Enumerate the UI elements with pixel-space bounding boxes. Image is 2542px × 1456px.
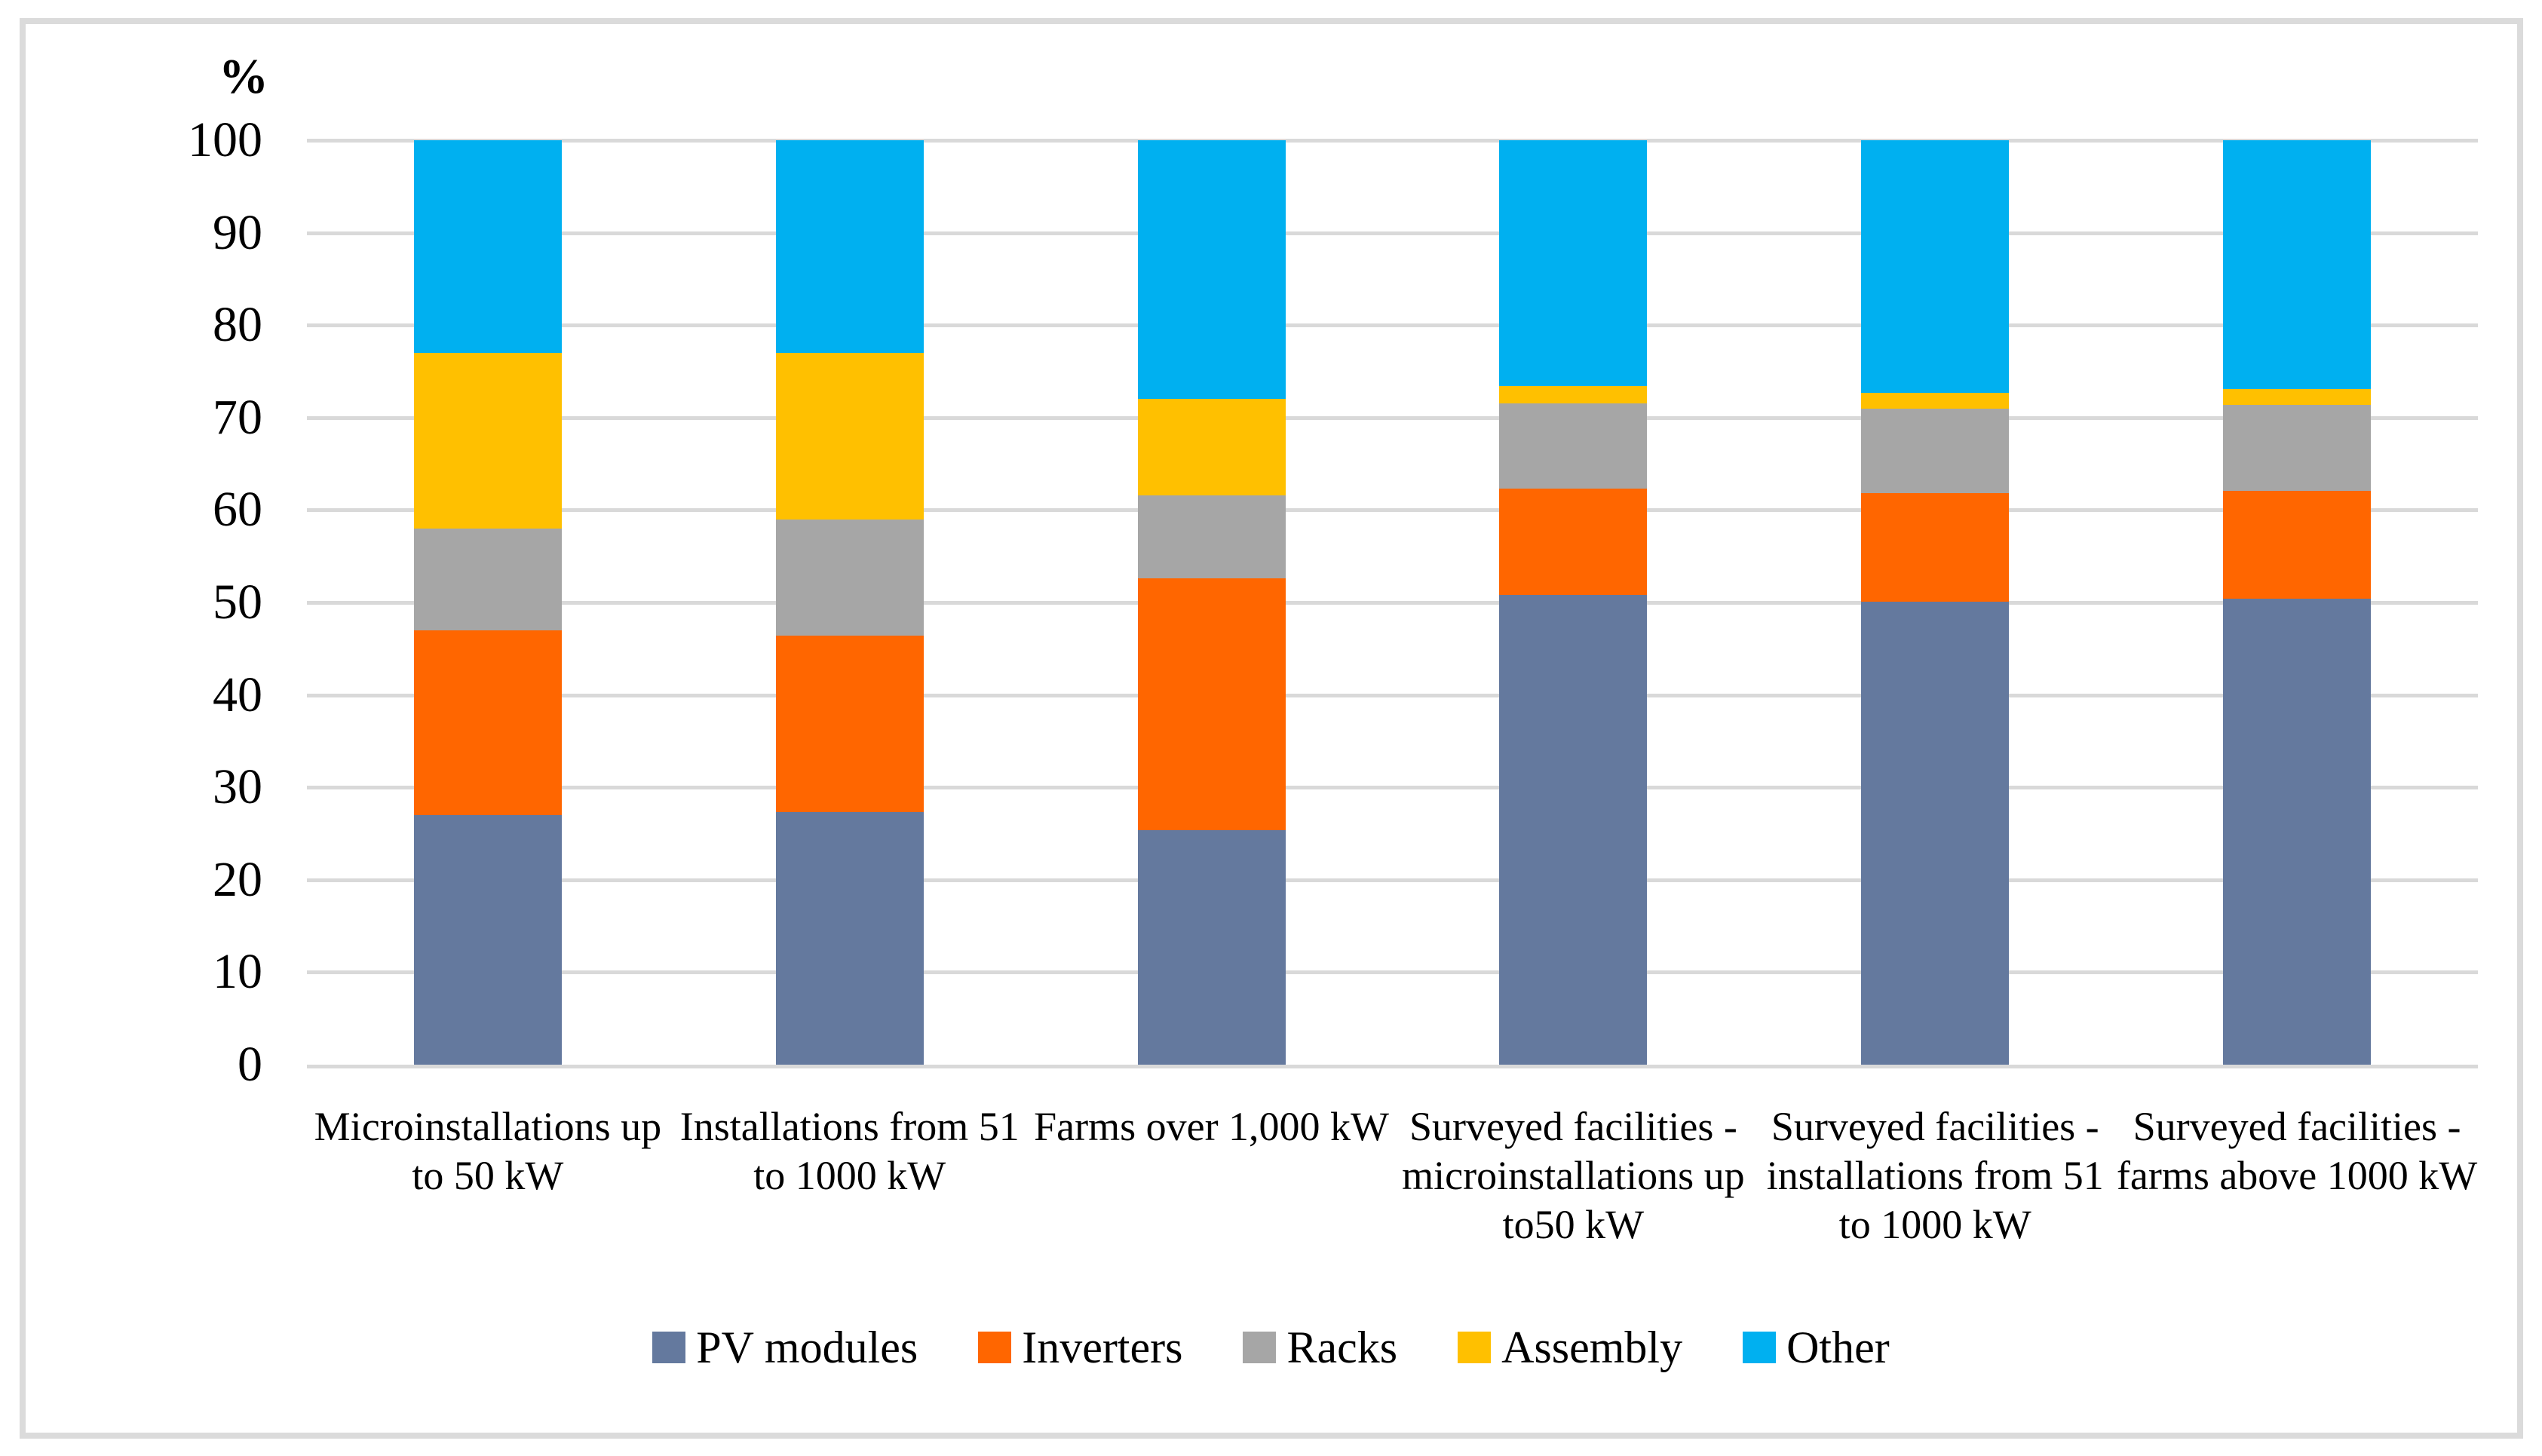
bar-segment bbox=[1499, 386, 1648, 404]
bar-segment bbox=[2223, 140, 2372, 389]
bar-segment bbox=[2223, 599, 2372, 1065]
gridline-20 bbox=[307, 878, 2478, 882]
bar-segment bbox=[1137, 495, 1286, 579]
bar-segment bbox=[1137, 578, 1286, 830]
gridline-80 bbox=[307, 323, 2478, 328]
category-label: Surveyed facilities - farms above 1000 kW bbox=[2101, 1102, 2493, 1200]
category-label: Microinstallations up to 50 kW bbox=[292, 1102, 684, 1200]
gridline-40 bbox=[307, 693, 2478, 697]
category-label-line: Surveyed facilities - bbox=[1409, 1104, 1737, 1149]
bar-segment bbox=[413, 528, 562, 630]
legend-item-assembly: Assembly bbox=[1458, 1323, 1682, 1372]
gridline-30 bbox=[307, 786, 2478, 790]
category-label-line: Surveyed facilities - bbox=[2133, 1104, 2461, 1149]
legend-item-racks: Racks bbox=[1243, 1323, 1397, 1372]
y-tick-label-20: 20 bbox=[213, 851, 262, 907]
y-tick-label-100: 100 bbox=[188, 112, 262, 167]
legend-item-inverters: Inverters bbox=[978, 1323, 1182, 1372]
category-label: Surveyed facilities - installations from … bbox=[1739, 1102, 2131, 1249]
gridline-70 bbox=[307, 415, 2478, 420]
category-label-line: farms above 1000 kW bbox=[2116, 1153, 2478, 1198]
bar-segment bbox=[775, 636, 924, 813]
legend-swatch-icon bbox=[652, 1332, 686, 1363]
legend: PV modules Inverters Racks Assembly Other bbox=[0, 1321, 2542, 1374]
bar-segment bbox=[1861, 493, 2010, 602]
category-label-line: Farms over 1,000 kW bbox=[1034, 1104, 1390, 1149]
y-tick-label-90: 90 bbox=[213, 204, 262, 260]
legend-swatch-icon bbox=[1743, 1332, 1777, 1363]
bar-segment bbox=[1137, 829, 1286, 1065]
category-label-line: Surveyed facilities - bbox=[1771, 1104, 2099, 1149]
y-tick-label-40: 40 bbox=[213, 667, 262, 722]
legend-label: Racks bbox=[1286, 1323, 1398, 1372]
category-label-line: to 1000 kW bbox=[753, 1153, 946, 1198]
y-tick-label-70: 70 bbox=[213, 389, 262, 445]
bar-segment bbox=[775, 812, 924, 1065]
bar-segment bbox=[2223, 404, 2372, 491]
bar-segment bbox=[775, 140, 924, 353]
bar-segment bbox=[1137, 140, 1286, 400]
gridline-90 bbox=[307, 231, 2478, 235]
bar-segment bbox=[1861, 140, 2010, 393]
bar-segment bbox=[413, 352, 562, 529]
y-tick-label-50: 50 bbox=[213, 575, 262, 630]
y-tick-label-10: 10 bbox=[213, 944, 262, 1000]
bar-segment bbox=[1499, 403, 1648, 489]
gridline-50 bbox=[307, 601, 2478, 605]
category-label-line: to 1000 kW bbox=[1838, 1202, 2031, 1247]
bar-segment bbox=[413, 814, 562, 1065]
y-tick-label-60: 60 bbox=[213, 482, 262, 538]
legend-swatch-icon bbox=[1458, 1332, 1492, 1363]
legend-label: Other bbox=[1786, 1323, 1890, 1372]
y-tick-label-30: 30 bbox=[213, 759, 262, 815]
bar-segment bbox=[2223, 490, 2372, 599]
y-tick-label-0: 0 bbox=[238, 1037, 262, 1092]
category-label-line: microinstallations up bbox=[1402, 1153, 1745, 1198]
y-tick-label-80: 80 bbox=[213, 297, 262, 353]
bar-segment bbox=[413, 140, 562, 353]
bar-segment bbox=[775, 519, 924, 636]
bar-segment bbox=[1861, 601, 2010, 1065]
bar-segment bbox=[1137, 399, 1286, 495]
legend-label: Assembly bbox=[1501, 1323, 1683, 1372]
bar-segment bbox=[413, 630, 562, 815]
bar-segment bbox=[2223, 388, 2372, 405]
legend-label: Inverters bbox=[1022, 1323, 1183, 1372]
bar-segment bbox=[1861, 392, 2010, 409]
legend-swatch-icon bbox=[978, 1332, 1012, 1363]
category-label-line: installations from 51 bbox=[1766, 1153, 2104, 1198]
category-label-line: to50 kW bbox=[1502, 1202, 1645, 1247]
legend-item-pv-modules: PV modules bbox=[652, 1323, 918, 1372]
gridline-60 bbox=[307, 508, 2478, 513]
category-label-line: Microinstallations up bbox=[314, 1104, 662, 1149]
category-label-line: to 50 kW bbox=[412, 1153, 564, 1198]
legend-item-other: Other bbox=[1743, 1323, 1890, 1372]
category-label: Farms over 1,000 kW bbox=[1016, 1102, 1408, 1151]
legend-swatch-icon bbox=[1243, 1332, 1277, 1363]
gridline-10 bbox=[307, 970, 2478, 975]
figure-border bbox=[20, 18, 2523, 1439]
bar-segment bbox=[1861, 408, 2010, 494]
category-label: Surveyed facilities - microinstallations … bbox=[1377, 1102, 1769, 1249]
category-label-line: Installations from 51 bbox=[679, 1104, 1020, 1149]
bar-segment bbox=[775, 352, 924, 520]
gridline-100 bbox=[307, 139, 2478, 143]
gridline-0 bbox=[307, 1065, 2478, 1068]
bar-segment bbox=[1499, 140, 1648, 387]
y-axis-unit-label: % bbox=[219, 49, 268, 104]
legend-label: PV modules bbox=[696, 1323, 918, 1372]
bar-segment bbox=[1499, 595, 1648, 1065]
bar-segment bbox=[1499, 489, 1648, 596]
category-label: Installations from 51 to 1000 kW bbox=[654, 1102, 1046, 1200]
